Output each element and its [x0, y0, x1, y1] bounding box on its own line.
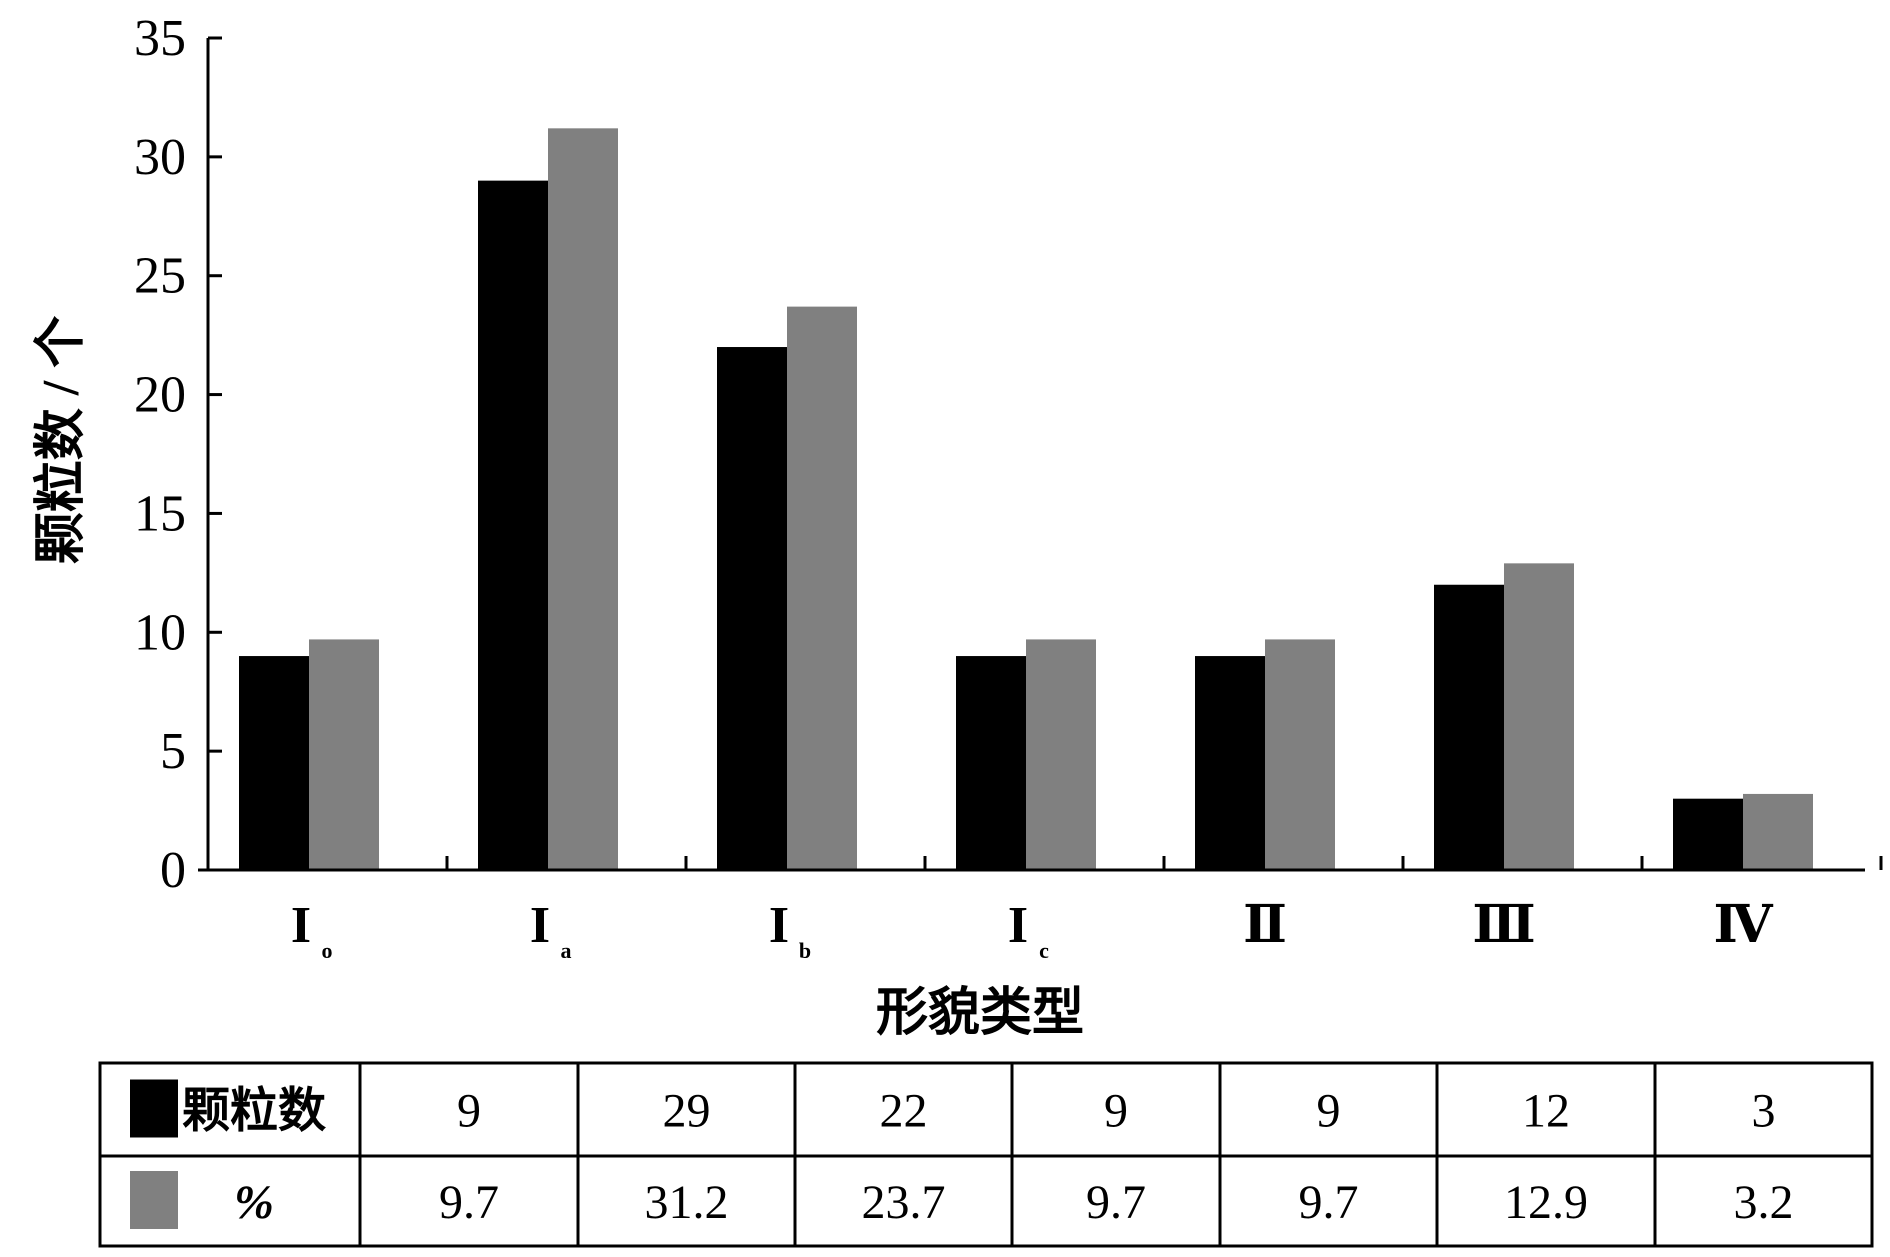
table-cell: 22 [880, 1085, 928, 1138]
bar-percent-1 [548, 128, 618, 870]
bar-count-0 [239, 656, 309, 870]
y-tick-label: 35 [134, 10, 186, 67]
table-cell: 9 [1317, 1085, 1341, 1138]
table-cell: 9.7 [1299, 1176, 1359, 1229]
x-category-label: I [530, 897, 550, 954]
table-row-label: 颗粒数 [182, 1085, 326, 1138]
bar-count-4 [1195, 656, 1265, 870]
table-cell: 12.9 [1504, 1176, 1588, 1229]
legend-swatch-count [130, 1079, 178, 1138]
bar-count-5 [1434, 584, 1504, 870]
bar-percent-0 [309, 639, 379, 870]
x-axis-title: 形貌类型 [876, 984, 1084, 1042]
x-category-subscript: o [322, 938, 333, 963]
y-tick-label: 15 [134, 485, 186, 542]
table-cell: 23.7 [862, 1176, 946, 1229]
table-cell: 9 [457, 1085, 481, 1138]
table-row-label: % [234, 1176, 274, 1229]
bar-percent-3 [1026, 639, 1096, 870]
y-axis-title: 颗粒数 / 个 [32, 316, 90, 564]
x-category-label: I [291, 897, 311, 954]
x-axis-ticks [445, 856, 1883, 870]
x-category-label: Ⅱ [1243, 897, 1287, 954]
table-cell: 31.2 [645, 1176, 729, 1229]
x-category-label: I [1008, 897, 1028, 954]
bar-percent-4 [1265, 639, 1335, 870]
bar-count-2 [717, 347, 787, 870]
y-tick-label: 25 [134, 248, 186, 305]
x-category-subscript: c [1039, 938, 1049, 963]
y-tick-label: 0 [160, 842, 186, 899]
y-tick-label: 30 [134, 129, 186, 186]
table-cell: 9.7 [1086, 1176, 1146, 1229]
x-category-label: I [769, 897, 789, 954]
bar-count-1 [478, 180, 548, 871]
table-cell: 9.7 [439, 1176, 499, 1229]
y-axis-ticks: 0 5 10 15 20 25 30 35 [134, 10, 222, 899]
bar-percent-2 [787, 306, 857, 870]
y-tick-label: 5 [160, 723, 186, 780]
bar-percent-6 [1743, 793, 1813, 870]
table-cell: 3.2 [1734, 1176, 1794, 1229]
y-tick-label: 10 [134, 604, 186, 661]
table-cell: 9 [1104, 1085, 1128, 1138]
x-category-subscript: b [799, 938, 811, 963]
x-category-label: Ⅳ [1713, 897, 1773, 954]
bar-percent-5 [1504, 563, 1574, 870]
table-cell: 12 [1522, 1085, 1570, 1138]
table-cell: 3 [1752, 1085, 1776, 1138]
x-category-label: Ⅲ [1472, 897, 1535, 954]
bars [239, 128, 1813, 871]
data-table: 颗粒数 9 29 22 9 9 12 3% 9.7 31.2 23.7 9.7 9.7 12.9 3.2 [98, 1061, 1874, 1248]
y-tick-label: 20 [134, 367, 186, 424]
bar-count-6 [1673, 798, 1743, 870]
x-category-subscript: a [561, 938, 572, 963]
table-cell: 29 [663, 1085, 711, 1138]
bar-count-3 [956, 656, 1026, 870]
axes [198, 38, 1865, 872]
legend-swatch-percent [130, 1171, 178, 1229]
